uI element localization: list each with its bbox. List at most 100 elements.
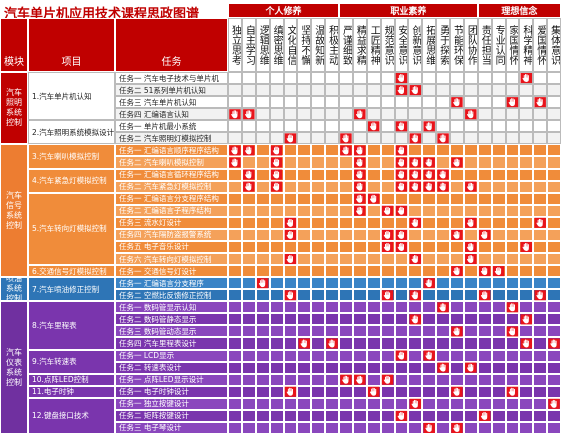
task-name: 任务一 交通信号灯设计 [115,265,228,278]
grid-cell [450,289,464,302]
grid-cell [297,84,312,97]
grid-cell [519,180,534,193]
grid-cell [463,156,478,169]
grid-cell [311,72,326,85]
grid-cell [311,313,326,326]
grid-cell [450,84,464,97]
grid-cell [519,84,534,97]
grid-cell [533,373,548,386]
mark [451,326,463,337]
task-name: 任务二 51系列单片机认知 [115,84,228,97]
grid-cell [422,373,437,386]
project-name: 12.键盘接口技术 [28,397,115,434]
grid-cell [283,313,298,326]
mark [340,374,352,385]
grid-cell [297,409,312,422]
grid-cell [533,156,548,169]
grid-cell [533,277,548,290]
grid-cell [366,373,381,386]
mark [451,266,463,277]
mark [451,229,463,240]
grid-cell [380,96,395,109]
grid-cell [519,108,534,121]
mark [506,97,519,108]
grid-cell [450,168,464,181]
grid-cell [491,361,506,374]
column-header: 工匠精神 [366,18,381,72]
grid-cell [380,337,395,350]
grid-cell [366,253,381,266]
grid-cell [408,72,423,85]
grid-cell [491,144,506,157]
grid-cell [533,180,548,193]
mark [437,133,449,144]
grid-cell [255,240,270,253]
grid-cell [255,120,270,133]
grid-cell [491,228,506,241]
grid-cell [366,216,381,229]
grid-cell [283,180,298,193]
mark [395,205,408,216]
grid-cell [394,277,409,290]
mark [478,266,491,277]
grid-cell [241,156,256,169]
mark [381,374,394,385]
grid-cell [533,409,548,422]
grid-cell [325,228,339,241]
grid-cell [463,349,478,362]
grid-cell [436,313,450,326]
mark [409,85,422,96]
grid-cell [297,216,312,229]
mark [243,169,255,180]
grid-cell [269,385,284,398]
grid-cell [505,337,520,350]
grid-cell [491,180,506,193]
grid-cell [283,240,298,253]
grid-cell [436,253,450,266]
grid-cell [269,265,284,278]
column-header: 独立思考 [228,18,242,72]
grid-cell [450,301,464,314]
grid-cell [311,156,326,169]
task-name: 任务二 汇编语言子程序结构 [115,204,228,217]
mark [229,109,241,120]
grid-cell [366,277,381,290]
grid-cell [436,204,450,217]
grid-cell [533,349,548,362]
grid-cell [463,96,478,109]
grid-cell [228,204,242,217]
grid-cell [241,409,256,422]
grid-cell [297,156,312,169]
grid-cell [283,156,298,169]
grid-cell [477,120,492,133]
grid-cell [533,108,548,121]
grid-cell [255,265,270,278]
grid-cell [436,72,450,85]
task-name: 任务二 矩阵按键设计 [115,409,228,422]
grid-cell [436,265,450,278]
grid-cell [339,277,353,290]
grid-cell [241,397,256,410]
grid-cell [311,84,326,97]
grid-cell [339,325,353,338]
grid-cell [283,421,298,434]
task-name: 任务二 数码管静态显示 [115,313,228,326]
grid-cell [380,325,395,338]
grid-cell [228,180,242,193]
grid-cell [283,72,298,85]
module-name: 汽车信号系统控制 [0,144,28,278]
column-header: 节能环保 [450,18,464,72]
grid-cell [283,397,298,410]
grid-cell [408,421,423,434]
grid-cell [366,156,381,169]
grid-cell [311,120,326,133]
grid-cell [228,421,242,434]
mark [395,229,408,240]
mark [270,145,283,156]
grid-cell [297,373,312,386]
grid-cell [450,120,464,133]
grid-cell [519,397,534,410]
module-name: 喷油系统控制 [0,277,28,302]
grid-cell [422,216,437,229]
